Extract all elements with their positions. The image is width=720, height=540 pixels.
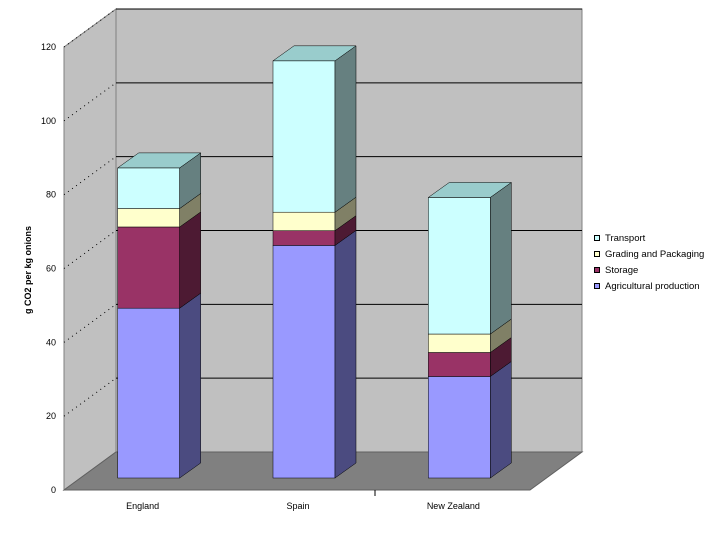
gridline-side [63,303,117,343]
bar-side [334,45,357,213]
legend-label: Storage [605,264,639,276]
legend-label: Transport [605,232,646,244]
bar-face [428,376,491,479]
bar-segment [272,45,357,213]
bar-segment [117,211,201,309]
legend-item: Agricultural production [594,278,704,294]
side-wall [63,8,117,491]
legend-item: Storage [594,262,704,278]
bar-side [179,211,201,309]
bar-face [428,352,491,377]
bar-side [334,229,357,479]
legend-swatch [594,267,600,273]
bar-top [427,182,513,198]
legend-label: Agricultural production [605,280,700,292]
bar-segment [117,292,201,479]
legend-item: Grading and Packaging [594,246,704,262]
legend-label: Grading and Packaging [605,248,705,260]
bar-side [490,360,512,479]
bar-face [272,230,336,246]
bar-segment [272,215,357,246]
x-axis: England Spain New Zealand [126,490,480,511]
gridline-side [63,82,117,122]
gridline-side [63,230,117,269]
y-tick-label: 60 [46,264,56,274]
bar-face [117,167,180,209]
y-tick-label: 40 [46,337,56,347]
y-axis: 0 20 40 60 80 100 120 [41,42,56,495]
bar-face [117,307,180,479]
legend-item: Transport [594,230,704,246]
y-tick-label: 100 [41,116,56,126]
bar-segment [428,360,512,479]
bar-face [272,245,336,479]
y-tick-label: 0 [51,485,56,495]
bar-segment [428,318,512,353]
x-tick-label: New Zealand [427,501,480,511]
bar-face [272,211,336,231]
bars [116,45,513,479]
bar-side [179,292,201,479]
y-tick-label: 120 [41,42,56,52]
bar-side [490,181,512,335]
legend-swatch [594,283,600,289]
bar-face [428,197,491,335]
x-tick-label: Spain [286,501,309,511]
y-tick-label: 80 [46,190,56,200]
legend-swatch [594,235,600,241]
y-tick-label: 20 [46,411,56,421]
bar-face [272,60,336,213]
bar-face [117,226,180,309]
bar-top [116,152,202,169]
bar-face [117,208,180,228]
y-axis-label: g CO2 per kg onions [23,226,33,314]
gridline-side [63,156,117,196]
bar-segment [116,152,202,209]
bar-segment [428,336,512,377]
legend-swatch [594,251,600,257]
x-tick-label: England [126,501,159,511]
bar-face [428,333,491,353]
legend: Transport Grading and Packaging Storage Agr… [594,230,704,294]
bar-segment [272,229,357,479]
bar-top [272,45,357,62]
bar-segment [427,181,513,335]
gridline-side [63,377,117,417]
gridline-side [63,8,117,48]
